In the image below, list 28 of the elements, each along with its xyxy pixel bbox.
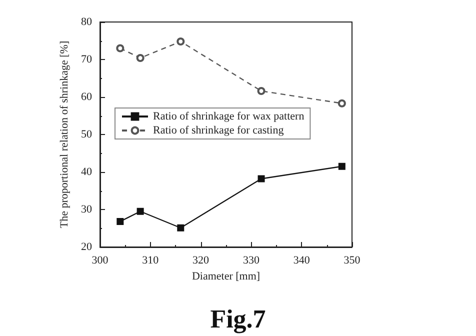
point [257, 87, 266, 95]
point [338, 162, 346, 170]
y-tick-label: 40 [81, 166, 92, 178]
point [116, 44, 124, 52]
y-tick-label: 30 [81, 204, 92, 216]
x-tick-label: 330 [242, 254, 260, 266]
y-tick-label: 50 [81, 128, 92, 140]
y-tick-label: 20 [81, 241, 92, 253]
point [136, 208, 144, 215]
point [258, 175, 265, 182]
x-tick-label: 340 [293, 254, 310, 266]
x-axis-title: Diameter [mm] [192, 270, 260, 282]
legend-label: Ratio of shrinkage for wax pattern [153, 110, 305, 122]
legend-label: Ratio of shrinkage for casting [153, 124, 284, 136]
point [177, 224, 184, 232]
x-tick-label: 310 [142, 254, 160, 266]
caption: Fig.7 [210, 304, 266, 334]
x-tick-label: 300 [92, 254, 109, 266]
point [176, 38, 185, 46]
point [136, 54, 144, 62]
x-tick-label: 350 [344, 254, 361, 266]
point [116, 218, 124, 225]
y-axis-title: The proportional relation of shrinkage [%] [58, 40, 71, 228]
point [338, 99, 346, 108]
y-tick-label: 60 [81, 91, 92, 103]
y-tick-label: 70 [81, 54, 92, 66]
y-tick-label: 80 [81, 16, 92, 28]
x-tick-label: 320 [192, 254, 210, 266]
